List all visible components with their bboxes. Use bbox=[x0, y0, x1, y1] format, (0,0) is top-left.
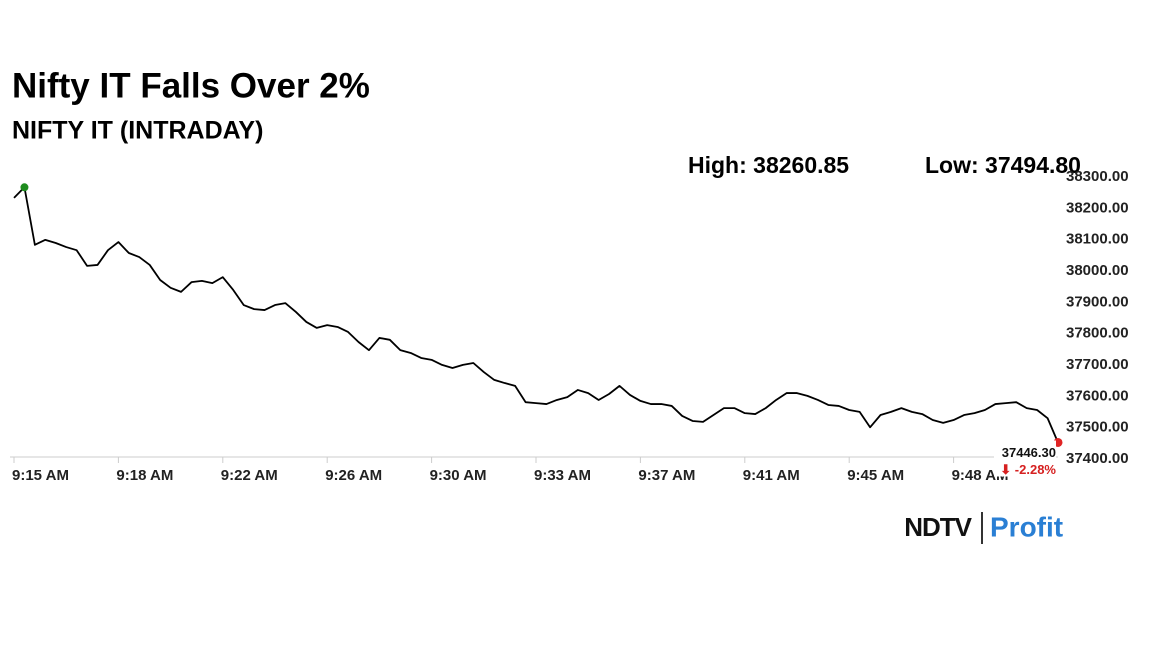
y-tick-label: 37900.00 bbox=[1066, 293, 1129, 310]
brand-left: NDTV bbox=[904, 512, 972, 542]
y-tick-label: 37800.00 bbox=[1066, 325, 1129, 342]
x-tick-label: 9:37 AM bbox=[638, 467, 695, 484]
y-tick-label: 37700.00 bbox=[1066, 356, 1129, 373]
high-marker bbox=[20, 183, 29, 192]
x-tick-label: 9:22 AM bbox=[221, 467, 278, 484]
y-tick-label: 37600.00 bbox=[1066, 387, 1129, 404]
x-tick-label: 9:15 AM bbox=[12, 467, 69, 484]
price-line bbox=[13, 186, 1059, 443]
x-tick-label: 9:30 AM bbox=[430, 467, 487, 484]
x-tick-label: 9:41 AM bbox=[743, 467, 800, 484]
y-tick-label: 38200.00 bbox=[1066, 199, 1129, 216]
brand-right: Profit bbox=[990, 511, 1063, 542]
y-tick-label: 37400.00 bbox=[1066, 450, 1129, 467]
chart-subtitle: NIFTY IT (INTRADAY) bbox=[12, 117, 263, 145]
x-tick-label: 9:45 AM bbox=[847, 467, 904, 484]
y-tick-label: 38100.00 bbox=[1066, 231, 1129, 248]
last-label-bg bbox=[994, 440, 1056, 477]
y-tick-label: 38300.00 bbox=[1066, 168, 1129, 185]
last-value-label: 37446.30 bbox=[1002, 445, 1056, 460]
x-tick-label: 9:18 AM bbox=[116, 467, 173, 484]
high-label: High: 38260.85 bbox=[688, 152, 849, 178]
y-tick-label: 37500.00 bbox=[1066, 419, 1129, 436]
change-label: ⬇ -2.28% bbox=[1000, 462, 1056, 477]
y-tick-label: 38000.00 bbox=[1066, 262, 1129, 279]
chart-title: Nifty IT Falls Over 2% bbox=[12, 66, 370, 105]
x-tick-label: 9:26 AM bbox=[325, 467, 382, 484]
x-tick-label: 9:33 AM bbox=[534, 467, 591, 484]
low-label: Low: 37494.80 bbox=[925, 152, 1081, 178]
